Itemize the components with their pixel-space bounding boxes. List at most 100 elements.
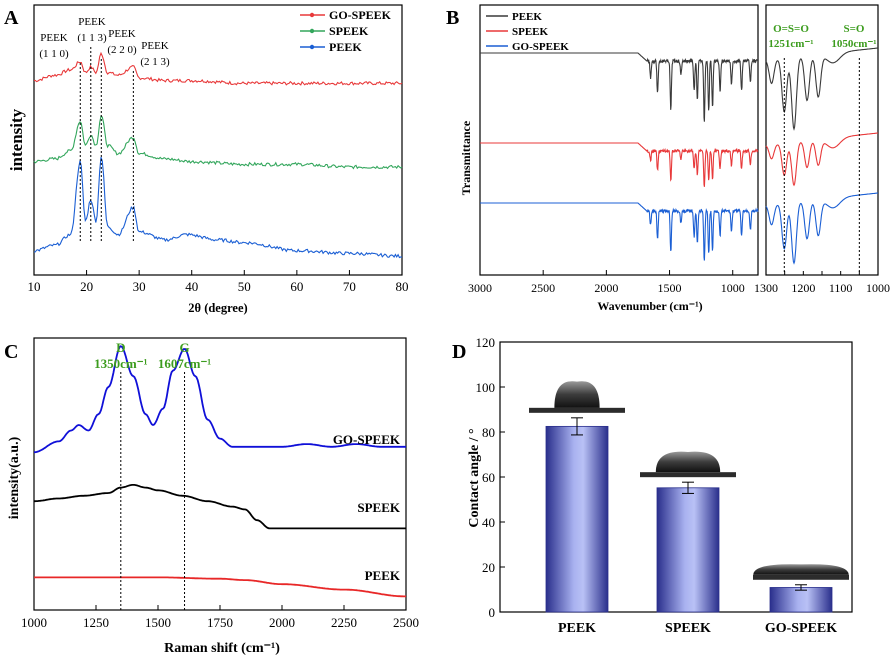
ytick-label: 120 — [476, 335, 496, 350]
panel-c-xlabel: Raman shift (cm⁻¹) — [164, 641, 280, 656]
bar-go-speek — [769, 587, 833, 613]
legend-label-go-speek-b: GO-SPEEK — [512, 41, 569, 53]
panel-b-xticks: 3000 2500 2000 1500 1000 1300 1200 1100 1000 — [468, 270, 890, 295]
panel-a-chart: 10 20 30 40 50 60 70 80 PEEK(1 1 0)PEEK(1 1 3) P… — [7, 4, 409, 315]
xtick-label: 1100 — [829, 281, 853, 295]
panel-a-peak-labels: PEEK(1 1 0)PEEK(1 1 3) PEEK(2 2 0) PEEK(2 … — [39, 16, 170, 243]
xtick-label: 80 — [396, 279, 409, 294]
panel-b-main-frame — [479, 4, 759, 276]
ytick-label: 40 — [482, 515, 495, 530]
zoom-line-peek — [765, 47, 879, 131]
legend-marker-speek — [309, 28, 315, 34]
panel-label-b: B — [446, 7, 459, 29]
panel-a-frame — [33, 4, 403, 276]
raman-line-peek — [34, 576, 406, 598]
panel-c-ylabel: intensity(a.u.) — [7, 436, 22, 519]
xtick-label: 1750 — [207, 615, 233, 630]
substrate-plate — [640, 472, 736, 478]
category-label: PEEK — [558, 621, 596, 636]
zoom-line-speek — [765, 132, 879, 187]
peak-hkl: (2 2 0) — [107, 44, 137, 56]
xtick-label: 40 — [185, 279, 198, 294]
panel-d-yticks: 0 20 40 60 80 100 120 — [476, 335, 505, 620]
panel-label-c: C — [4, 341, 18, 363]
annotation-label: D — [116, 340, 125, 355]
ytick-label: 20 — [482, 560, 495, 575]
water-droplet — [554, 381, 600, 408]
xtick-label: 1000 — [866, 281, 890, 295]
xtick-label: 2500 — [393, 615, 419, 630]
annotation-sub: 1607cm⁻¹ — [158, 356, 211, 371]
raman-line-speek — [34, 484, 406, 530]
xtick-label: 3000 — [468, 281, 492, 295]
panel-c-frame — [33, 337, 407, 611]
series-line-speek — [480, 142, 759, 187]
panel-c-xticks: 1000 1250 1500 1750 2000 2250 2500 — [21, 605, 419, 630]
panel-label-a: A — [4, 7, 19, 29]
series-line-speek — [33, 115, 403, 170]
ytick-label: 0 — [489, 605, 496, 620]
panel-a-ylabel: intensity — [7, 108, 26, 171]
peak-hkl: (1 1 3) — [77, 32, 107, 44]
ytick-label: 60 — [482, 470, 495, 485]
peak-hkl: (1 1 0) — [39, 48, 69, 60]
substrate-plate — [753, 574, 849, 580]
xtick-label: 1500 — [658, 281, 682, 295]
xtick-label: 1200 — [791, 281, 815, 295]
xtick-label: 2250 — [331, 615, 357, 630]
annotation-sub: 1050cm⁻¹ — [831, 38, 876, 50]
series-label-peek: PEEK — [365, 568, 401, 583]
legend-label-peek-b: PEEK — [512, 11, 542, 23]
series-label-go-speek: GO-SPEEK — [333, 432, 401, 447]
panel-d-bars: PEEK SPEEK GO-SPEEK — [529, 381, 849, 636]
xtick-label: 2000 — [594, 281, 618, 295]
series-label-speek: SPEEK — [357, 500, 401, 515]
panel-a-xlabel: 2θ (degree) — [188, 301, 247, 315]
panel-d-chart: 0 20 40 60 80 100 120 PEEK SPEEK GO-SPEEK Contac… — [467, 335, 853, 636]
xtick-label: 1250 — [83, 615, 109, 630]
panel-b-legend: PEEK SPEEK GO-SPEEK — [486, 11, 569, 53]
peak-name: PEEK — [108, 28, 136, 40]
series-line-peek — [480, 52, 759, 122]
raman-line-go-speek — [34, 345, 406, 454]
ytick-label: 100 — [476, 380, 496, 395]
bar-peek — [545, 425, 609, 613]
peak-name: PEEK — [78, 16, 106, 28]
xtick-label: 1300 — [754, 281, 778, 295]
peak-hkl: (2 1 3) — [140, 56, 170, 68]
ytick-label: 80 — [482, 425, 495, 440]
bar-speek — [656, 487, 720, 613]
panel-label-d: D — [452, 341, 466, 363]
water-droplet — [655, 451, 721, 473]
legend-marker-peek — [309, 44, 315, 50]
xtick-label: 1000 — [21, 615, 47, 630]
panel-b-chart: 3000 2500 2000 1500 1000 1300 1200 1100 1000 O=S… — [459, 4, 890, 313]
category-label: SPEEK — [665, 621, 711, 636]
xtick-label: 20 — [80, 279, 93, 294]
annotation-label: O=S=O — [773, 23, 809, 35]
panel-c-series — [34, 345, 406, 598]
legend-label-speek: SPEEK — [329, 24, 369, 38]
xtick-label: 2000 — [269, 615, 295, 630]
legend-label-go-speek: GO-SPEEK — [329, 8, 392, 22]
panel-b-ylabel: Transmittance — [459, 120, 473, 195]
panel-b-xlabel: Wavenumber (cm⁻¹) — [597, 299, 702, 313]
zoom-line-go-speek — [765, 192, 879, 265]
xtick-label: 1000 — [721, 281, 745, 295]
panel-a-legend: GO-SPEEK SPEEK PEEK — [300, 8, 392, 54]
panel-c-chart: 1000 1250 1500 1750 2000 2250 2500 D1350cm⁻¹G1… — [7, 337, 419, 656]
panel-b-series — [480, 47, 879, 265]
annotation-label: G — [179, 340, 189, 355]
series-line-peek — [33, 157, 403, 259]
xtick-label: 2500 — [531, 281, 555, 295]
panel-a-series — [33, 51, 403, 259]
legend-marker-go-speek — [309, 12, 315, 18]
xtick-label: 30 — [133, 279, 146, 294]
panel-a-xticks: 10 20 30 40 50 60 70 80 — [28, 270, 409, 294]
series-line-go-speek — [480, 202, 759, 261]
xtick-label: 70 — [343, 279, 356, 294]
annotation-sub: 1350cm⁻¹ — [94, 356, 147, 371]
annotation-sub: 1251cm⁻¹ — [768, 38, 813, 50]
